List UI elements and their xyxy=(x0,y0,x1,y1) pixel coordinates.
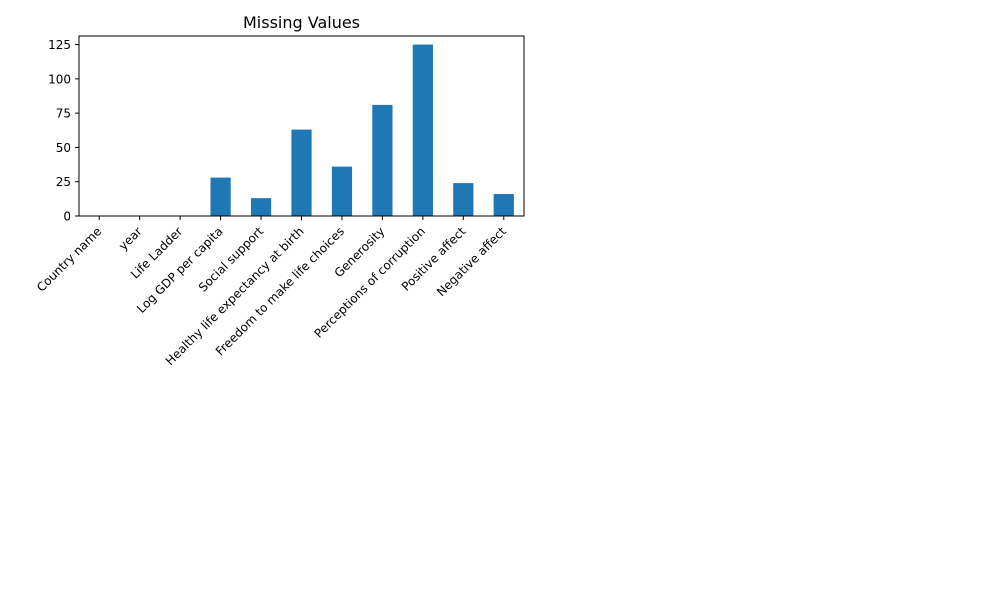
bar-6 xyxy=(331,166,353,216)
bar-5 xyxy=(291,129,312,216)
y-tick-label-2: 50 xyxy=(56,141,71,155)
y-tick-label-1: 25 xyxy=(56,175,71,189)
bar-3 xyxy=(210,177,231,216)
bar-10 xyxy=(493,194,514,216)
bar-4 xyxy=(250,198,272,216)
plot-frame xyxy=(78,35,525,217)
bar-7 xyxy=(372,104,393,216)
y-tick-label-0: 0 xyxy=(63,210,71,224)
y-tick-label-3: 75 xyxy=(56,107,71,121)
chart-title: Missing Values xyxy=(243,13,360,32)
bar-9 xyxy=(453,183,474,216)
y-tick-label-4: 100 xyxy=(48,72,71,86)
y-tick-label-5: 125 xyxy=(48,38,71,52)
bars-group xyxy=(210,44,514,217)
bar-8 xyxy=(412,44,433,217)
y-axis: 0 25 50 75 100 125 xyxy=(48,38,79,224)
